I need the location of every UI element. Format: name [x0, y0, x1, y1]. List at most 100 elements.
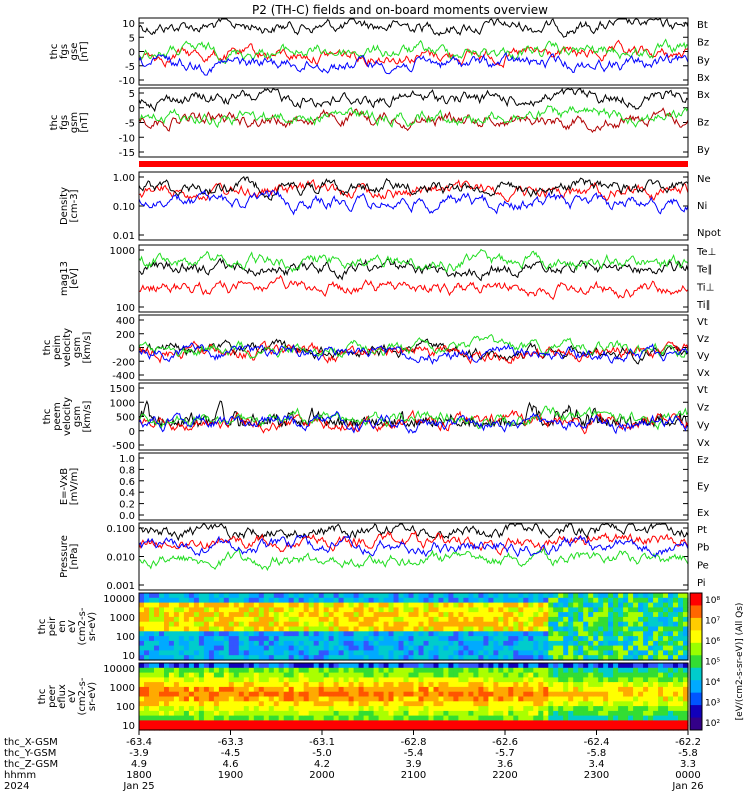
spectrogram-cell [248, 593, 255, 599]
spectrogram-cell [363, 645, 370, 651]
spectrogram-cell [423, 636, 430, 642]
spectrogram-cell [598, 682, 604, 688]
spectrogram-cell [358, 593, 365, 599]
spectrogram-cell [503, 626, 509, 632]
spectrogram-cell [413, 621, 420, 628]
spectrogram-cell [238, 715, 245, 721]
spectrogram-cell [678, 640, 684, 647]
spectrogram-cell [533, 612, 539, 618]
spectrogram-cell [358, 706, 365, 712]
spectrogram-cell [223, 655, 230, 661]
spectrogram-cell [458, 655, 464, 661]
spectrogram-cell [228, 650, 235, 656]
spectrogram-cell [243, 701, 250, 707]
spectrogram-cell [139, 715, 145, 721]
x-tick-label: 4.2 [314, 759, 330, 770]
spectrogram-cell [338, 597, 345, 604]
spectrogram-cell [633, 715, 639, 721]
spectrogram-cell [578, 616, 584, 623]
spectrogram-cell [608, 645, 614, 651]
spectrogram-cell [413, 696, 420, 702]
spectrogram-cell [193, 691, 200, 698]
spectrogram-cell [538, 715, 544, 721]
spectrogram-cell [608, 677, 614, 683]
spectrogram-cell [218, 636, 225, 642]
spectrogram-cell [668, 682, 674, 688]
spectrogram-cell [193, 720, 200, 726]
spectrogram-cell [188, 655, 195, 661]
spectrogram-cell [368, 696, 375, 702]
spectrogram-cell [178, 602, 185, 608]
spectrogram-cell [663, 706, 669, 712]
spectrogram-cell [193, 636, 200, 642]
spectrogram-cell [188, 686, 195, 693]
spectrogram-cell [288, 691, 295, 698]
spectrogram-cell [603, 597, 609, 604]
spectrogram-cell [293, 636, 300, 642]
spectrogram-cell [348, 691, 355, 698]
panel-frame [138, 452, 689, 521]
spectrogram-cell [528, 715, 534, 721]
spectrogram-cell [253, 655, 260, 661]
spectrogram-cell [493, 655, 499, 661]
spectrogram-cell [503, 677, 509, 683]
spectrogram-cell [408, 686, 415, 693]
spectrogram-cell [608, 607, 614, 613]
spectrogram-cell [363, 701, 370, 707]
spectrogram-cell [613, 696, 619, 702]
spectrogram-cell [154, 631, 160, 637]
spectrogram-cell [278, 650, 285, 656]
spectrogram-cell [253, 663, 260, 669]
y-tick-label: -200 [112, 357, 135, 368]
spectrogram-cell [353, 607, 360, 613]
spectrogram-cell [413, 672, 420, 678]
spectrogram-cell [578, 655, 584, 661]
spectrogram-cell [593, 682, 599, 688]
spectrogram-cell [668, 706, 674, 712]
spectrogram-cell [383, 621, 390, 628]
spectrogram-cell [663, 621, 669, 628]
spectrogram-cell [523, 645, 529, 651]
spectrogram-cell [648, 602, 654, 608]
spectrogram-cell [458, 593, 464, 599]
spectrogram-cell [323, 667, 330, 674]
spectrogram-cell [173, 640, 180, 647]
spectrogram-cell [623, 593, 629, 599]
spectrogram-cell [678, 686, 684, 693]
spectrogram-cell [228, 663, 235, 669]
spectrogram-cell [164, 607, 170, 613]
legend-Vy: Vy [697, 351, 710, 362]
spectrogram-cell [488, 621, 494, 628]
spectrogram-cell [198, 607, 205, 613]
spectrogram-cell [393, 640, 400, 647]
spectrogram-cell [408, 626, 415, 632]
spectrogram-cell [413, 645, 420, 651]
spectrogram-cell [328, 607, 335, 613]
spectrogram-cell [598, 715, 604, 721]
spectrogram-cell [403, 710, 410, 717]
spectrogram-cell [188, 725, 195, 731]
spectrogram-cell [293, 612, 300, 618]
spectrogram-cell [233, 616, 240, 623]
spectrogram-cell [183, 686, 190, 693]
spectrogram-cell [228, 677, 235, 683]
spectrogram-cell [658, 626, 664, 632]
spectrogram-cell [343, 672, 350, 678]
spectrogram-cell [298, 701, 305, 707]
spectrogram-cell [493, 626, 499, 632]
spectrogram-cell [598, 602, 604, 608]
spectrogram-cell [248, 691, 255, 698]
spectrogram-cell [648, 701, 654, 707]
spectrogram-cell [188, 631, 195, 637]
spectrogram-cell [523, 706, 529, 712]
spectrogram-cell [283, 672, 290, 678]
spectrogram-cell [468, 631, 474, 637]
spectrogram-cell [398, 612, 405, 618]
spectrogram-cell [378, 640, 385, 647]
spectrogram-cell [523, 597, 529, 604]
spectrogram-cell [393, 691, 400, 698]
spectrogram-cell [388, 655, 395, 661]
spectrogram-cell [268, 593, 275, 599]
spectrogram-cell [448, 607, 454, 613]
